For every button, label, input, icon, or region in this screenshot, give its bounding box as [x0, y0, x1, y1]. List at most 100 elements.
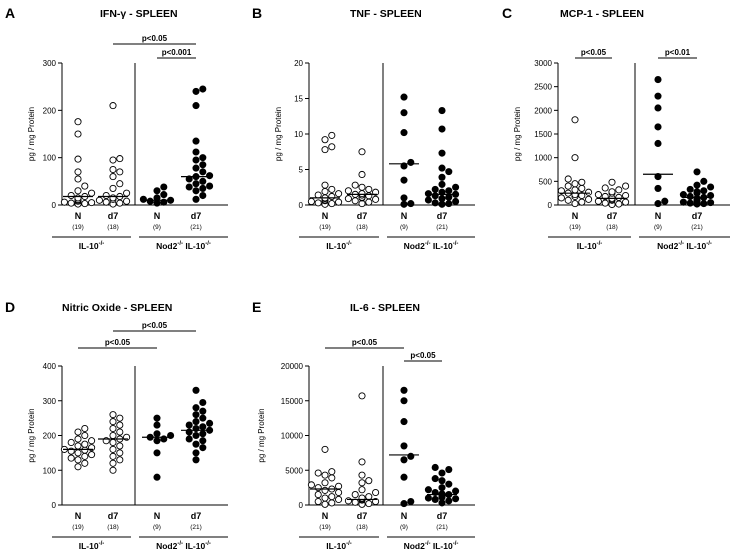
- data-point: [707, 183, 715, 191]
- group-label-sup: -/-: [177, 541, 183, 547]
- data-point: [445, 200, 453, 208]
- data-point: [438, 484, 446, 492]
- data-point: [199, 191, 207, 200]
- group-label-sup: -/-: [205, 541, 211, 547]
- y-axis-label: pg / mg Protein: [27, 408, 36, 462]
- data-point: [199, 161, 207, 169]
- data-point: [400, 456, 408, 464]
- data-point: [400, 129, 408, 137]
- data-point: [445, 187, 453, 195]
- data-point: [153, 449, 161, 457]
- data-point: [81, 200, 89, 208]
- category-label: N: [322, 511, 329, 521]
- data-point: [74, 463, 82, 471]
- data-point: [328, 493, 336, 501]
- category-label: d7: [357, 511, 368, 521]
- data-point: [335, 495, 343, 503]
- data-point: [199, 444, 207, 452]
- panel-letter: E: [252, 299, 261, 315]
- data-point: [424, 190, 432, 198]
- category-count: (9): [400, 224, 408, 231]
- data-point: [654, 139, 662, 148]
- category-label: N: [655, 211, 662, 221]
- data-point: [74, 435, 82, 443]
- data-point: [109, 194, 117, 202]
- data-point: [139, 195, 147, 203]
- group-label-text: IL-10: [79, 541, 99, 551]
- y-axis-label: pg / mg Protein: [274, 107, 283, 161]
- group-label-text: Nod2: [404, 541, 426, 551]
- category-count: (18): [606, 224, 618, 231]
- data-point: [601, 199, 609, 207]
- data-point: [153, 473, 161, 481]
- y-tick-label: 0: [299, 201, 304, 210]
- y-tick-label: 200: [43, 432, 57, 441]
- data-point: [74, 155, 82, 163]
- data-point: [438, 490, 446, 498]
- data-point: [571, 154, 579, 162]
- data-point: [88, 437, 96, 445]
- y-tick-label: 3000: [534, 59, 552, 68]
- data-point: [578, 198, 586, 206]
- data-point: [400, 418, 408, 426]
- group-label-nod2-il10: Nod2-/- IL-10-/-: [404, 241, 459, 251]
- y-tick-label: 0: [52, 201, 57, 210]
- group-label-text: Nod2: [657, 241, 679, 251]
- data-point: [335, 198, 343, 206]
- data-point: [314, 491, 322, 499]
- data-point: [199, 177, 207, 185]
- data-point: [365, 493, 373, 501]
- group-label-sup: -/-: [453, 241, 459, 247]
- group-label-sup: -/-: [177, 241, 183, 247]
- data-point: [116, 442, 124, 450]
- data-point: [74, 194, 82, 202]
- data-point: [358, 458, 366, 466]
- group-label-sup: -/-: [99, 541, 105, 547]
- category-count: (21): [190, 524, 202, 531]
- data-point: [102, 191, 110, 200]
- category-label: N: [75, 511, 82, 521]
- data-point: [358, 170, 366, 179]
- data-point: [365, 500, 373, 508]
- category-count: (19): [319, 224, 331, 231]
- category-label: d7: [191, 511, 202, 521]
- data-point: [328, 131, 336, 139]
- group-label-sup: -/-: [425, 241, 431, 247]
- data-point: [328, 468, 336, 476]
- data-point: [557, 194, 565, 202]
- group-label-text: IL-10: [79, 241, 99, 251]
- category-label: d7: [191, 211, 202, 221]
- data-point: [564, 196, 572, 204]
- category-count: (9): [153, 524, 161, 531]
- data-point: [109, 466, 117, 474]
- y-tick-label: 400: [43, 362, 57, 371]
- category-label: N: [401, 211, 408, 221]
- data-point: [314, 469, 322, 477]
- data-point: [445, 193, 453, 201]
- data-point: [81, 459, 89, 467]
- data-point: [585, 195, 593, 203]
- data-point: [400, 397, 408, 405]
- data-point: [358, 183, 366, 191]
- data-point: [372, 195, 380, 203]
- data-point: [654, 92, 662, 100]
- data-point: [328, 143, 336, 151]
- data-point: [109, 184, 117, 192]
- data-point: [564, 175, 572, 183]
- group-label-sup: -/-: [597, 241, 603, 247]
- data-point: [102, 198, 110, 206]
- panel-letter: B: [252, 5, 262, 21]
- data-point: [686, 199, 694, 207]
- data-point: [185, 421, 193, 429]
- data-point: [328, 499, 336, 507]
- category-label: d7: [108, 211, 119, 221]
- group-label-text: IL-10: [183, 541, 205, 551]
- data-point: [321, 181, 329, 189]
- data-point: [594, 197, 602, 205]
- data-point: [693, 181, 701, 189]
- data-point: [445, 480, 453, 488]
- data-point: [109, 411, 117, 419]
- data-point: [321, 136, 329, 144]
- category-count: (19): [72, 524, 84, 531]
- group-label-sup: -/-: [346, 241, 352, 247]
